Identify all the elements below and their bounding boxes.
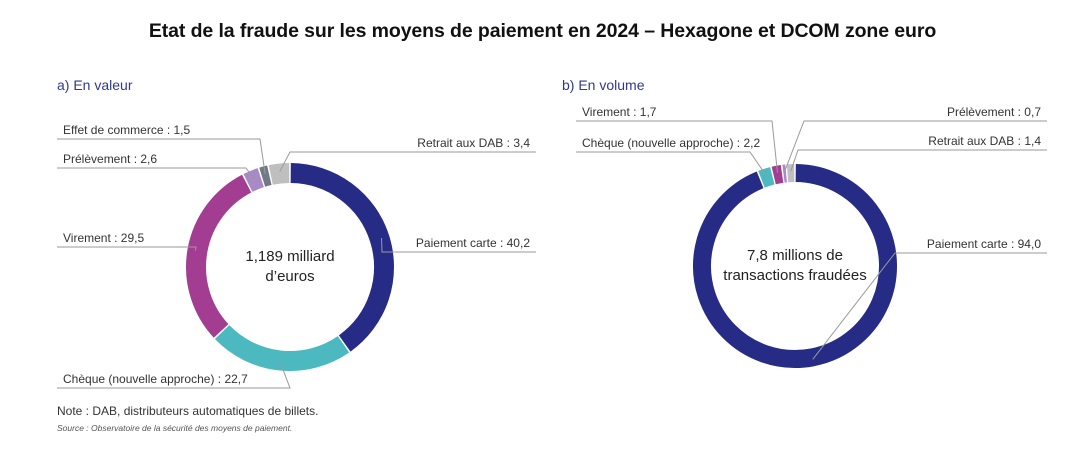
leader-line-virement: [576, 120, 778, 173]
leader-line-prelevement: [784, 120, 1047, 172]
center-text-line-1: 7,8 millions de: [747, 247, 843, 264]
slice-cheque: [758, 167, 775, 188]
data-label-virement: Virement : 1,7: [582, 105, 657, 119]
leader-line-virement: [57, 246, 197, 251]
leader-line-effet-de-commerce: [57, 138, 266, 175]
slice-cheque: [214, 324, 350, 371]
leader-line-prelevement: [57, 167, 254, 179]
data-label-cheque: Chèque (nouvelle approche) : 2,2: [582, 136, 760, 150]
data-label-cheque: Chèque (nouvelle approche) : 22,7: [63, 372, 248, 386]
panel-b-label: b) En volume: [562, 77, 645, 93]
slice-effet-de-commerce: [259, 165, 272, 187]
data-label-paiement-carte: Paiement carte : 40,2: [416, 236, 530, 250]
donut-chart-volume: Paiement carte : 94,0 Chèque (nouvelle ap…: [576, 105, 1047, 368]
donut-chart-value: Paiement carte : 40,2 Chèque (nouvelle ap…: [57, 123, 536, 389]
leader-line-paiement-carte: [812, 252, 1047, 360]
chart-note: Note : DAB, distributeurs automatiques d…: [57, 404, 319, 418]
slice-prelevement: [243, 168, 265, 192]
data-label-retrait-dab: Retrait aux DAB : 3,4: [417, 136, 530, 150]
chart-source: Source : Observatoire de la sécurité des…: [57, 423, 293, 433]
data-label-retrait-dab: Retrait aux DAB : 1,4: [928, 134, 1041, 148]
leader-line-retrait-dab: [790, 149, 1047, 172]
slice-retrait-dab: [268, 163, 290, 185]
slice-virement: [186, 174, 252, 338]
chart-title: Etat de la fraude sur les moyens de paie…: [148, 20, 937, 42]
slice-paiement-carte: [693, 164, 897, 368]
leader-line-cheque: [57, 362, 291, 389]
center-text-line-2: transactions fraudées: [723, 267, 866, 284]
slice-virement: [771, 164, 784, 185]
slice-paiement-carte: [290, 163, 394, 352]
center-text-line-2: d’euros: [265, 268, 314, 285]
leader-line-retrait-dab: [279, 151, 536, 172]
leader-line-paiement-carte: [381, 238, 536, 253]
panel-a-label: a) En valeur: [57, 77, 133, 93]
data-label-paiement-carte: Paiement carte : 94,0: [927, 237, 1041, 251]
leader-line-cheque: [576, 151, 767, 176]
data-label-prelevement: Prélèvement : 2,6: [63, 152, 157, 166]
center-text-line-1: 1,189 milliard: [245, 248, 334, 265]
data-label-virement: Virement : 29,5: [63, 231, 144, 245]
data-label-effet-de-commerce: Effet de commerce : 1,5: [63, 123, 190, 137]
data-label-prelevement: Prélèvement : 0,7: [947, 105, 1041, 119]
